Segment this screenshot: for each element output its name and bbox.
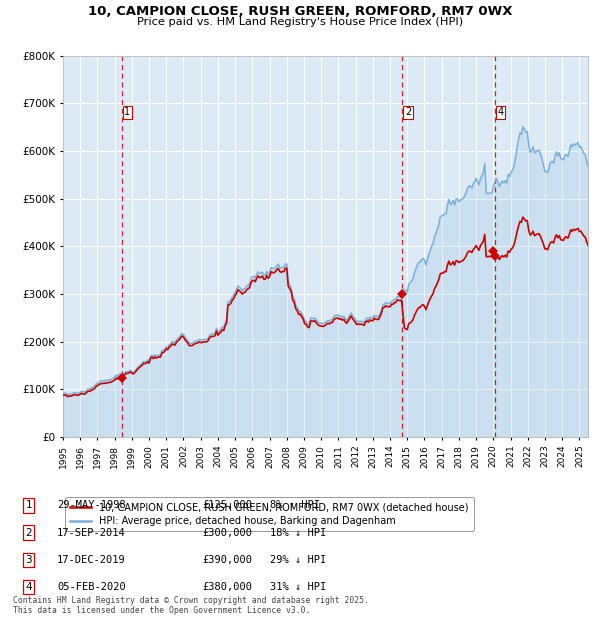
Text: 2: 2 [25, 528, 32, 538]
Text: Price paid vs. HM Land Registry's House Price Index (HPI): Price paid vs. HM Land Registry's House … [137, 17, 463, 27]
Text: 29-MAY-1998: 29-MAY-1998 [57, 500, 126, 510]
Legend: 10, CAMPION CLOSE, RUSH GREEN, ROMFORD, RM7 0WX (detached house), HPI: Average p: 10, CAMPION CLOSE, RUSH GREEN, ROMFORD, … [65, 497, 473, 531]
Text: 05-FEB-2020: 05-FEB-2020 [57, 582, 126, 592]
Text: £380,000: £380,000 [202, 582, 252, 592]
Text: 8% ↑ HPI: 8% ↑ HPI [270, 500, 320, 510]
Text: 17-DEC-2019: 17-DEC-2019 [57, 555, 126, 565]
Text: £390,000: £390,000 [202, 555, 252, 565]
Text: £125,000: £125,000 [202, 500, 252, 510]
Text: 1: 1 [25, 500, 32, 510]
Text: 17-SEP-2014: 17-SEP-2014 [57, 528, 126, 538]
Text: 18% ↓ HPI: 18% ↓ HPI [270, 528, 326, 538]
Text: 10, CAMPION CLOSE, RUSH GREEN, ROMFORD, RM7 0WX: 10, CAMPION CLOSE, RUSH GREEN, ROMFORD, … [88, 5, 512, 18]
Text: £300,000: £300,000 [202, 528, 252, 538]
Text: 4: 4 [497, 107, 503, 117]
Text: 1: 1 [124, 107, 130, 117]
Text: 3: 3 [25, 555, 32, 565]
Text: 2: 2 [405, 107, 411, 117]
Text: 29% ↓ HPI: 29% ↓ HPI [270, 555, 326, 565]
Text: Contains HM Land Registry data © Crown copyright and database right 2025.
This d: Contains HM Land Registry data © Crown c… [13, 596, 369, 615]
Text: 4: 4 [25, 582, 32, 592]
Text: 31% ↓ HPI: 31% ↓ HPI [270, 582, 326, 592]
